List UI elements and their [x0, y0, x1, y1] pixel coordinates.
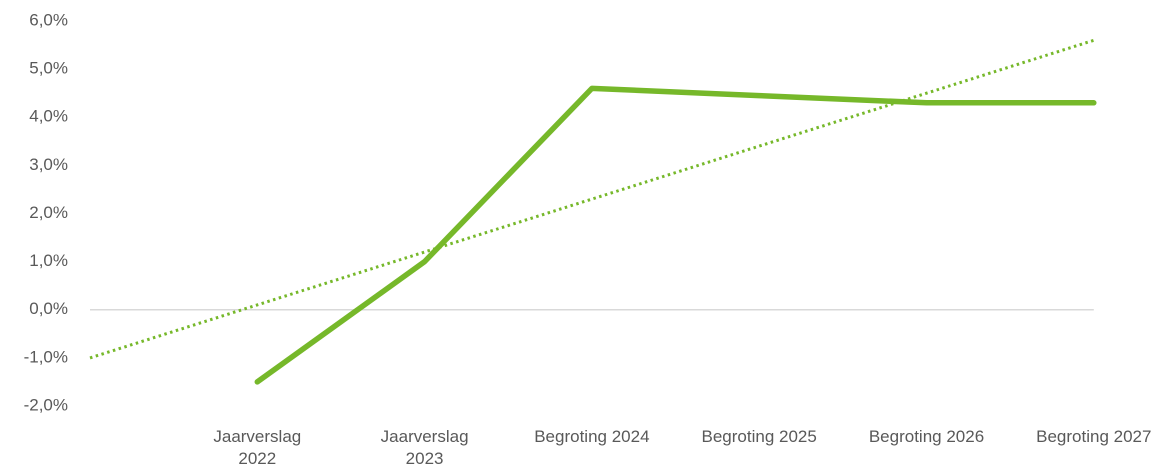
data-line	[254, 85, 1097, 385]
y-tick-label: 0,0%	[29, 299, 68, 318]
x-tick-label: Begroting 2024	[534, 427, 650, 446]
x-tick-label: Jaarverslag 2022	[213, 427, 302, 468]
y-tick-label: 1,0%	[29, 251, 68, 270]
y-tick-label: -2,0%	[24, 395, 68, 414]
y-tick-label: 6,0%	[29, 10, 68, 29]
y-tick-label: 2,0%	[29, 203, 68, 222]
x-tick-label: Jaarverslag 2023	[380, 427, 469, 468]
x-tick-label: Begroting 2025	[701, 427, 817, 446]
x-tick-label: Begroting 2027	[1036, 427, 1152, 446]
trend-line	[89, 38, 1095, 360]
y-tick-label: 4,0%	[29, 107, 68, 126]
y-tick-label: 5,0%	[29, 59, 68, 78]
y-tick-label: -1,0%	[24, 347, 68, 366]
y-tick-label: 3,0%	[29, 155, 68, 174]
x-tick-label: Begroting 2026	[868, 427, 985, 446]
